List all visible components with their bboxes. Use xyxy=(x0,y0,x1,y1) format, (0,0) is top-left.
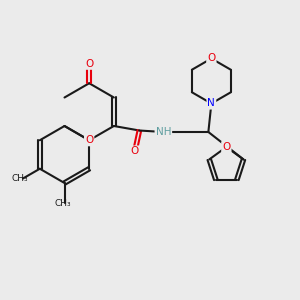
Text: NH: NH xyxy=(156,127,171,137)
Text: O: O xyxy=(85,59,93,69)
Text: O: O xyxy=(207,53,215,64)
Text: O: O xyxy=(85,135,93,145)
Text: O: O xyxy=(222,142,230,152)
Text: O: O xyxy=(131,146,139,157)
Text: CH₃: CH₃ xyxy=(12,174,28,183)
Text: CH₃: CH₃ xyxy=(55,200,71,208)
Text: N: N xyxy=(208,98,215,109)
